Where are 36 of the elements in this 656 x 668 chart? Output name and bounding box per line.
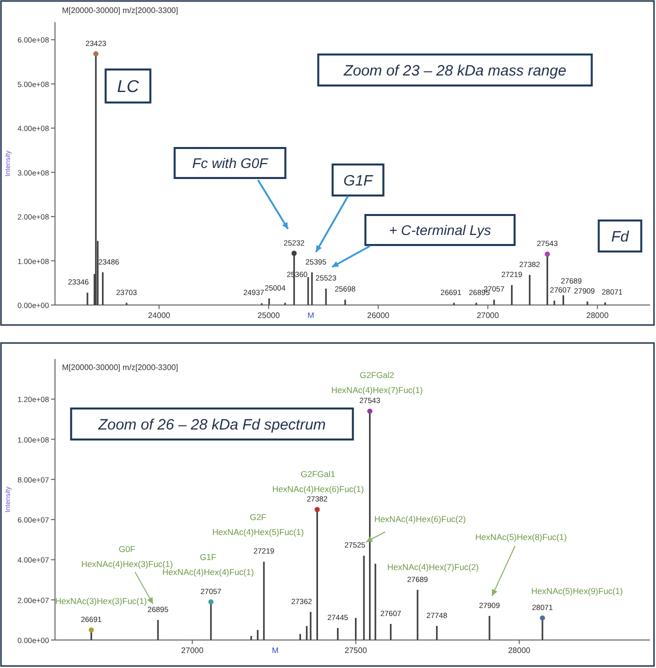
annotation: Zoom of 23 – 28 kDa mass range: [342, 62, 566, 80]
annotation: G2FGal1 HexNAc(4)Hex(6)Fuc(1): [272, 469, 364, 494]
annotation: + C-terminal Lys: [388, 222, 492, 238]
x-tick-label: 27000: [181, 646, 204, 655]
point: [540, 615, 546, 621]
point: [314, 506, 320, 512]
annotation: HexNAc(5)Hex(9)Fuc(1): [531, 586, 623, 596]
x-axis-title: M: [272, 646, 279, 655]
x-tick-label: 28000: [586, 311, 610, 320]
x-axis-title: M: [308, 311, 315, 320]
annotation: Zoom of 26 – 28 kDa Fd spectrum: [97, 416, 326, 434]
annotation: G2F HexNAc(4)Hex(5)Fuc(1): [212, 512, 304, 537]
x-tick-label: 25000: [258, 311, 280, 320]
annotation: G0F HexNAc(4)Hex(3)Fuc(1): [81, 544, 173, 569]
annotation: LC: [117, 76, 140, 96]
x-tick-label: 27000: [476, 311, 500, 320]
point: [544, 252, 550, 257]
annotation: HexNAc(4)Hex(7)Fuc(2): [387, 562, 479, 572]
point: [88, 627, 94, 633]
annotation: M[20000-30000] m/z[2000-3300]: [62, 363, 178, 372]
x-tick-label: 27500: [344, 646, 368, 655]
text: M[20000-30000] m/z[2000-3300]: [62, 6, 178, 15]
annotation: HexNAc(4)Hex(6)Fuc(2): [374, 514, 466, 524]
annotation: HexNAc(3)Hex(3)Fuc(1): [55, 596, 147, 606]
annotation: Fc with G0F: [192, 154, 270, 171]
point: [208, 599, 214, 604]
point: [93, 51, 98, 56]
x-tick-label: 26000: [367, 311, 390, 320]
point: [367, 408, 372, 414]
point: [291, 250, 297, 256]
x-tick-label: 24000: [148, 311, 171, 320]
annotation: HexNAc(5)Hex(8)Fuc(1): [475, 532, 567, 542]
annotation: G1F: [343, 172, 374, 190]
x-tick-label: 28000: [508, 646, 531, 655]
annotation: Fd: [611, 228, 630, 246]
annotation: G2FGal2 HexNAc(4)Hex(7)Fuc(1): [331, 370, 423, 395]
